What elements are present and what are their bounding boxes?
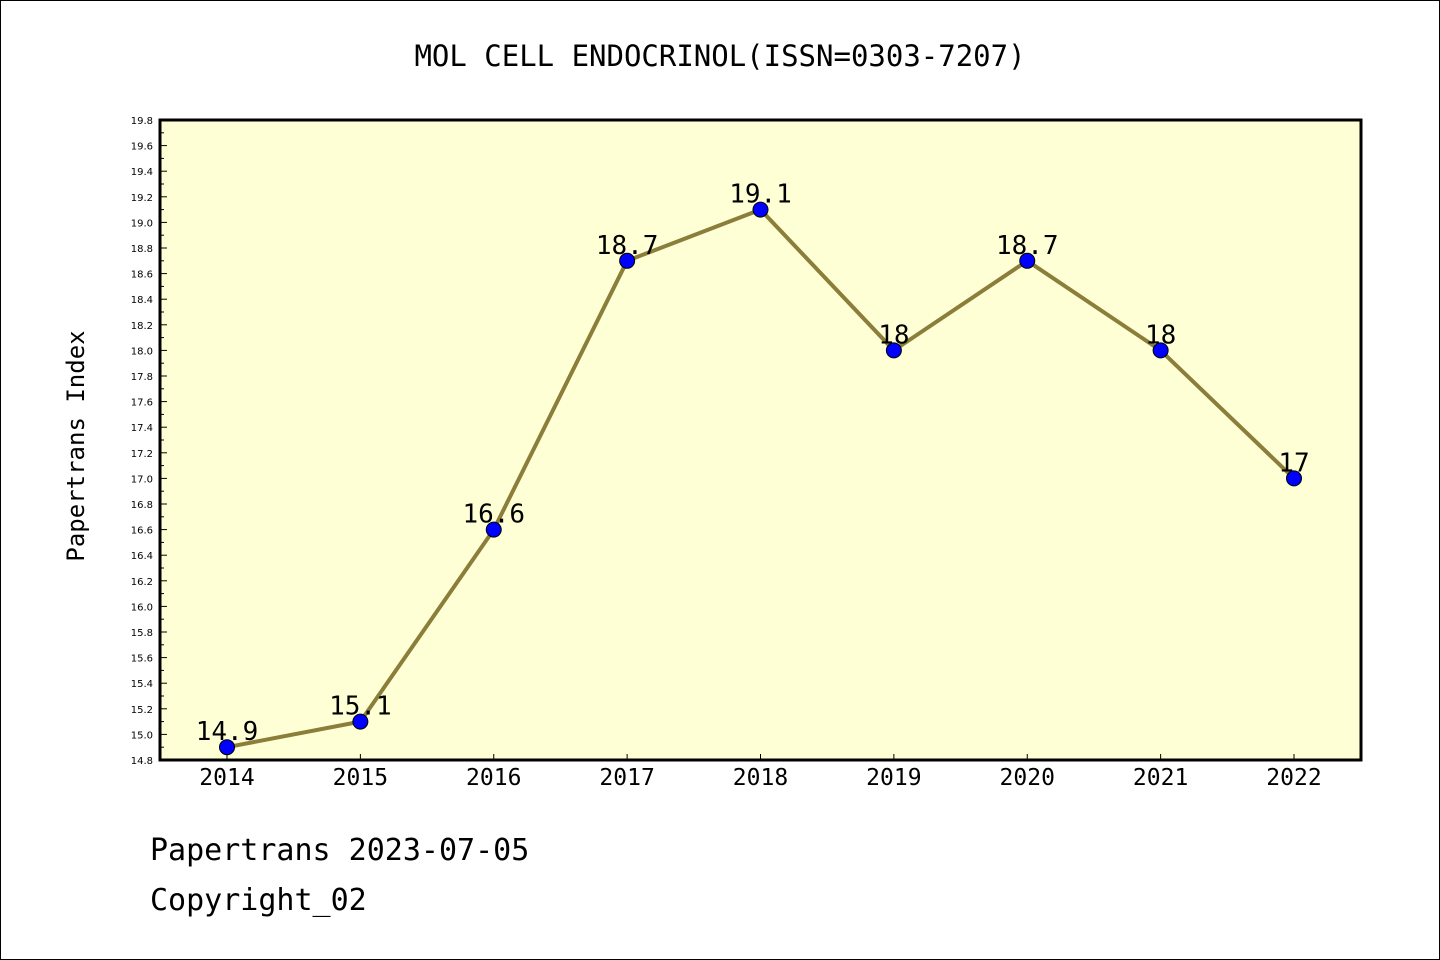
y-axis-label: Papertrans Index — [62, 330, 90, 561]
x-tick-label: 2017 — [599, 765, 654, 791]
y-tick-label: 18.0 — [131, 346, 153, 357]
y-tick-label: 19.0 — [131, 218, 153, 229]
y-tick-label: 16.0 — [131, 602, 153, 613]
x-axis-ticks: 2014 2015 2016 2017 2018 2019 2020 2021 2022 — [199, 754, 1322, 791]
y-tick-label: 17.0 — [131, 474, 153, 485]
markers-group — [219, 201, 1302, 756]
data-point — [752, 201, 769, 218]
y-tick-label: 17.2 — [131, 449, 153, 460]
y-tick-label: 18.2 — [131, 321, 153, 332]
data-label: 15.1 — [329, 692, 392, 722]
data-labels-group: 14.9 15.1 16.6 18.7 19.1 18 18.7 18 17 — [196, 180, 1310, 748]
x-tick-label: 2022 — [1266, 765, 1321, 791]
data-point — [1152, 342, 1169, 359]
y-tick-label: 15.8 — [131, 628, 153, 639]
data-point — [352, 713, 369, 730]
y-tick-label: 17.4 — [131, 423, 153, 434]
x-tick-label: 2014 — [199, 765, 254, 791]
x-tick-label: 2015 — [333, 765, 388, 791]
data-label: 17 — [1278, 448, 1309, 478]
data-point — [219, 739, 235, 756]
data-label: 19.1 — [729, 180, 792, 210]
y-axis-ticks: 14.8 15.0 15.2 15.4 15.6 15.8 16.0 16.2 16.4 16.6… — [131, 116, 167, 767]
y-tick-label: 15.2 — [131, 705, 153, 716]
y-tick-label: 18.8 — [131, 244, 153, 255]
y-tick-label: 19.8 — [131, 116, 153, 127]
y-tick-label: 19.2 — [131, 193, 153, 204]
y-tick-label: 15.6 — [131, 654, 153, 665]
data-label: 18 — [1145, 320, 1176, 350]
data-point — [885, 342, 902, 359]
y-tick-label: 16.4 — [131, 551, 153, 562]
y-tick-label: 16.6 — [131, 526, 153, 537]
data-label: 18.7 — [596, 231, 659, 261]
data-point — [485, 521, 502, 538]
chart-title: MOL CELL ENDOCRINOL(ISSN=0303-7207) — [414, 39, 1025, 73]
x-tick-label: 2021 — [1133, 765, 1188, 791]
data-label: 18 — [878, 320, 909, 350]
y-tick-label: 18.6 — [131, 270, 153, 281]
footer-date: Papertrans 2023-07-05 — [150, 833, 530, 868]
y-tick-label: 16.8 — [131, 500, 153, 511]
data-point — [1019, 252, 1036, 269]
y-tick-label: 15.0 — [131, 730, 153, 741]
x-tick-label: 2016 — [466, 765, 521, 791]
x-tick-label: 2019 — [866, 765, 921, 791]
y-tick-label: 15.4 — [131, 679, 153, 690]
data-label: 14.9 — [196, 717, 259, 747]
y-tick-label: 19.6 — [131, 142, 153, 153]
data-point — [619, 252, 636, 269]
footer-copyright: Copyright_02 — [150, 883, 367, 918]
y-tick-label: 18.4 — [131, 295, 153, 306]
data-label: 18.7 — [996, 231, 1059, 261]
y-tick-label: 16.2 — [131, 577, 153, 588]
plot-area — [158, 118, 1363, 762]
y-tick-label: 19.4 — [131, 167, 153, 178]
y-tick-label: 14.8 — [131, 756, 153, 767]
x-tick-label: 2020 — [1000, 765, 1055, 791]
x-tick-label: 2018 — [733, 765, 788, 791]
y-tick-label: 17.8 — [131, 372, 153, 383]
y-tick-label: 17.6 — [131, 398, 153, 409]
data-point — [1286, 470, 1302, 487]
data-label: 16.6 — [462, 500, 525, 530]
